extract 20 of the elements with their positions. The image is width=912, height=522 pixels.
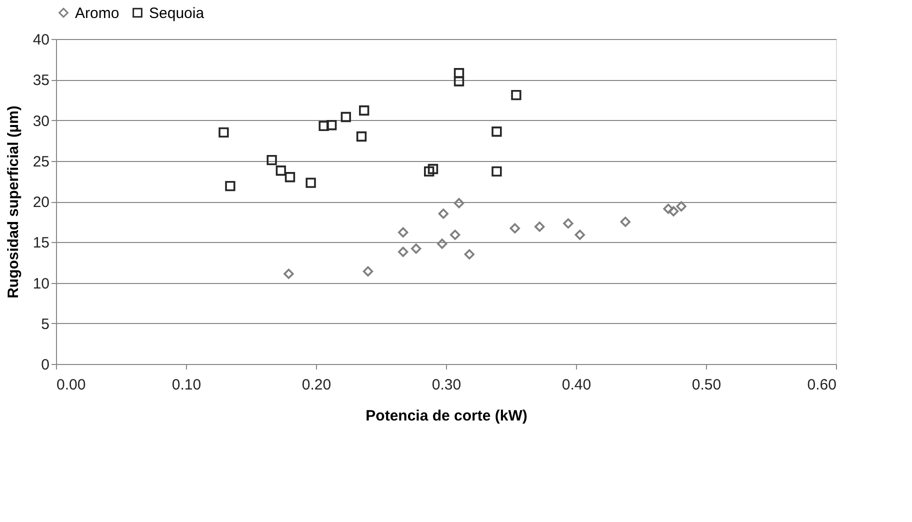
y-tick-label: 20 xyxy=(32,194,50,211)
x-tick-label: 0.30 xyxy=(432,376,462,394)
legend-label: Aromo xyxy=(75,4,120,22)
x-tick-label: 0.50 xyxy=(692,376,722,394)
y-tick-label: 10 xyxy=(32,275,50,292)
x-tick-label: 0.00 xyxy=(56,376,86,394)
y-tick-label: 25 xyxy=(32,153,50,170)
x-axis-title: Potencia de corte (kW) xyxy=(366,408,528,424)
y-tick-label: 30 xyxy=(32,112,50,130)
y-axis-title: Rugosidad superficial (µm) xyxy=(4,106,22,298)
x-tick-label: 0.40 xyxy=(562,376,592,394)
y-tick-label: 15 xyxy=(32,234,50,252)
y-tick-label: 0 xyxy=(41,356,50,374)
y-tick-label: 5 xyxy=(41,316,50,333)
x-tick-label: 0.60 xyxy=(807,376,836,394)
x-tick-label: 0.20 xyxy=(302,376,332,394)
y-tick-label: 40 xyxy=(32,32,50,48)
x-tick-label: 0.10 xyxy=(172,376,202,394)
y-tick-label: 35 xyxy=(32,72,50,90)
legend-label: Sequoia xyxy=(149,4,205,22)
